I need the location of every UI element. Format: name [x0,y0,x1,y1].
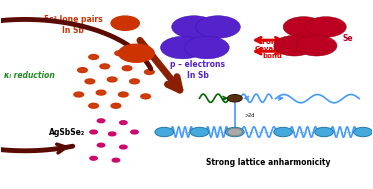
Circle shape [122,66,132,71]
Text: AgSbSe₂: AgSbSe₂ [49,128,85,136]
Circle shape [274,35,315,56]
Circle shape [296,35,337,56]
Circle shape [354,127,372,137]
Circle shape [119,92,128,97]
Circle shape [228,94,242,102]
Circle shape [120,121,127,125]
Text: Strong lattice anharmonicity: Strong lattice anharmonicity [206,158,330,167]
Circle shape [131,130,138,134]
Circle shape [90,156,97,160]
Circle shape [97,143,105,147]
Text: κₗ reduction: κₗ reduction [4,71,55,80]
Circle shape [112,158,120,162]
Circle shape [119,44,154,62]
Text: p – electrons
In Sb: p – electrons In Sb [170,60,225,80]
Circle shape [111,103,121,108]
Circle shape [85,79,95,84]
Text: >2d: >2d [244,113,254,118]
Circle shape [120,145,127,149]
Circle shape [274,127,292,137]
Circle shape [283,17,324,37]
Circle shape [107,77,117,82]
Circle shape [185,36,229,59]
Circle shape [96,90,106,95]
Circle shape [196,16,240,38]
Circle shape [172,16,216,38]
Circle shape [226,127,244,137]
Circle shape [74,92,84,97]
Circle shape [89,55,98,59]
Circle shape [90,130,97,134]
Circle shape [97,119,105,123]
Circle shape [228,128,242,136]
Circle shape [315,127,333,137]
Circle shape [137,55,147,59]
Text: Se: Se [343,34,354,43]
Circle shape [111,16,139,30]
Circle shape [100,64,110,69]
Circle shape [115,51,125,56]
Circle shape [109,132,116,136]
Circle shape [89,103,98,108]
Circle shape [130,79,139,84]
Circle shape [141,94,150,99]
Circle shape [78,68,87,73]
Circle shape [160,36,205,59]
Text: 5s² lone pairs
In Sb: 5s² lone pairs In Sb [44,15,103,35]
Circle shape [190,127,209,137]
Circle shape [305,17,346,37]
Circle shape [155,127,173,137]
Text: Polar
Covalent
bond: Polar Covalent bond [254,40,289,60]
Circle shape [144,70,154,74]
